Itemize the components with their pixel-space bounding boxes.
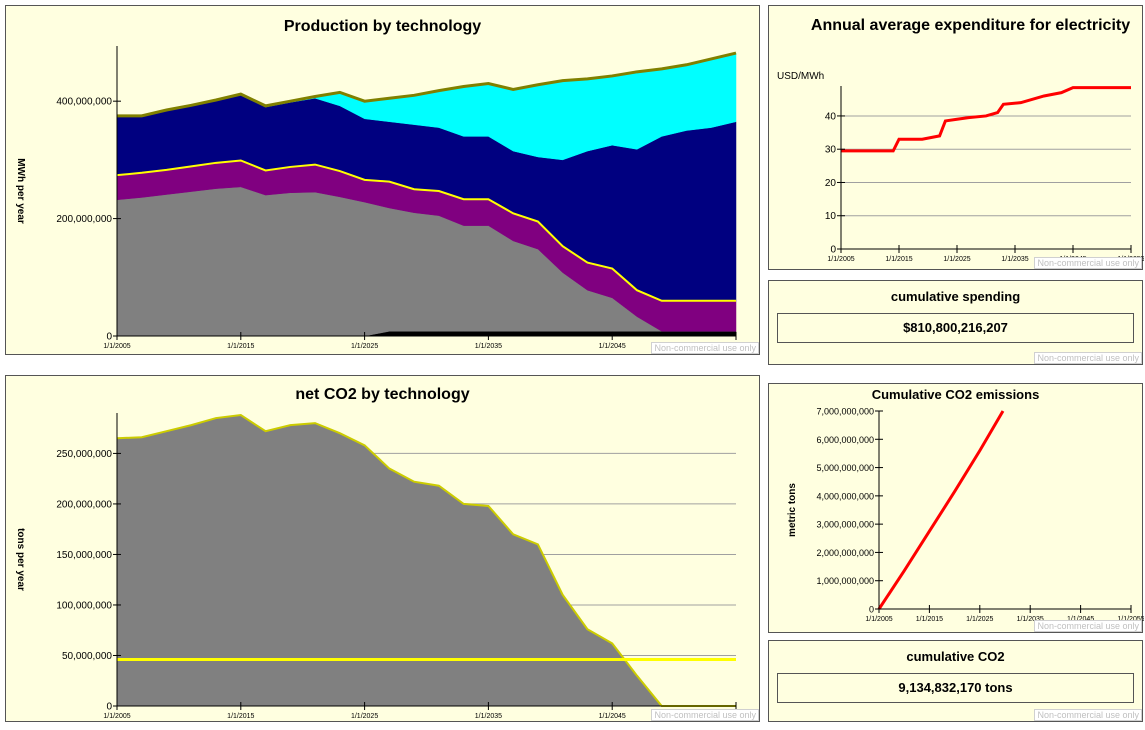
x-tick-label: 1/1/2005	[865, 616, 892, 623]
y-tick-label: 200,000,000	[56, 214, 112, 225]
value-panel: cumulative spending $810,800,216,207 Non…	[768, 280, 1143, 365]
x-tick-label: 1/1/2025	[351, 343, 378, 350]
y-tick-label: 40	[825, 111, 837, 122]
area-edge	[116, 413, 736, 707]
chart: 0 50,000,000 100,000,000 150,000,000 200,000…	[15, 413, 750, 720]
chart-panel: Cumulative CO2 emissions 0 1,000,000,000 2…	[768, 383, 1144, 633]
chart-title: Annual average expenditure for electrici…	[810, 17, 1131, 34]
y-tick-label: 150,000,000	[56, 550, 112, 561]
x-tick-label: 1/1/2015	[916, 616, 943, 623]
x-tick-label: 1/1/2015	[885, 256, 912, 263]
y-tick-label: 10	[825, 211, 837, 222]
watermark: Non-commercial use only	[1034, 709, 1142, 721]
y-tick-label: 6,000,000,000	[816, 435, 874, 445]
chart-panel: net CO2 by technology 0 50,000,000 100,000…	[5, 375, 760, 722]
panel-title: cumulative CO2	[906, 649, 1005, 664]
y-tick-label: 250,000,000	[56, 449, 112, 460]
y-tick-label: 2,000,000,000	[816, 548, 874, 558]
y-tick-label: 30	[825, 145, 837, 156]
y-tick-label: 100,000,000	[56, 600, 112, 611]
y-tick-label: 1,000,000,000	[816, 576, 874, 586]
x-tick-label: 1/1/2005	[827, 256, 854, 263]
panel-value: $810,800,216,207	[777, 313, 1134, 343]
x-tick-label: 1/1/2035	[1001, 256, 1028, 263]
y-tick-label: 0	[106, 332, 112, 343]
y-axis-label: tons per year	[15, 528, 26, 591]
y-tick-label: 20	[825, 178, 837, 189]
x-tick-label: 1/1/2015	[227, 713, 254, 720]
y-tick-label: 7,000,000,000	[816, 407, 874, 417]
y-tick-label: 400,000,000	[56, 97, 112, 108]
panel-value: 9,134,832,170 tons	[777, 673, 1134, 703]
y-axis-label: MWh per year	[15, 158, 26, 224]
watermark: Non-commercial use only	[651, 709, 759, 721]
chart: 0 200,000,000 400,000,000 1/1/2005 1/1/2015 1…	[15, 46, 750, 350]
chart: 0 10 20 30 40 1/1/2005 1/1/2015 1/1/2025 1/1/203…	[777, 71, 1144, 263]
y-tick-label: 0	[106, 702, 112, 713]
chart-panel: Annual average expenditure for electrici…	[768, 5, 1144, 270]
value-panel: cumulative CO2 9,134,832,170 tons Non-co…	[768, 640, 1143, 722]
area	[116, 414, 736, 707]
x-tick-label: 1/1/2025	[943, 256, 970, 263]
x-tick-label: 1/1/2005	[103, 713, 130, 720]
chart: 0 1,000,000,000 2,000,000,000 3,000,000,000…	[787, 407, 1144, 624]
x-tick-label: 1/1/2025	[351, 713, 378, 720]
y-tick-label: 3,000,000,000	[816, 520, 874, 530]
area-edge	[116, 159, 736, 302]
x-tick-label: 1/1/2025	[966, 616, 993, 623]
y-axis-label: metric tons	[787, 483, 798, 537]
x-tick-label: 1/1/2035	[475, 713, 502, 720]
panel-title: cumulative spending	[890, 289, 1021, 304]
y-tick-label: 5,000,000,000	[816, 463, 874, 473]
area-edge	[117, 51, 737, 118]
x-tick-label: 1/1/2005	[103, 343, 130, 350]
chart-title: Production by technology	[283, 18, 482, 35]
line	[877, 410, 1005, 610]
y-tick-label: 200,000,000	[56, 499, 112, 510]
x-tick-label: 1/1/2035	[1017, 616, 1044, 623]
y-tick-label: 0	[830, 245, 836, 256]
chart-panel: Production by technology 0 200,000,000 400…	[5, 5, 760, 355]
y-tick-label: 50,000,000	[62, 651, 112, 662]
watermark: Non-commercial use only	[1034, 257, 1142, 269]
x-tick-label: 1/1/2045	[599, 343, 626, 350]
line	[841, 86, 1131, 153]
y-axis-label: USD/MWh	[777, 71, 824, 82]
x-tick-label: 1/1/2045	[1067, 616, 1094, 623]
y-tick-label: 0	[869, 605, 874, 615]
chart-title: Cumulative CO2 emissions	[871, 387, 1040, 402]
watermark: Non-commercial use only	[1034, 352, 1142, 364]
x-tick-label: 1/1/2015	[227, 343, 254, 350]
chart-title: net CO2 by technology	[295, 386, 470, 403]
x-tick-label: 1/1/2035	[475, 343, 502, 350]
y-tick-label: 4,000,000,000	[816, 491, 874, 501]
x-tick-label: 1/1/2055	[1117, 616, 1144, 623]
x-tick-label: 1/1/2045	[599, 713, 626, 720]
watermark: Non-commercial use only	[1034, 620, 1142, 632]
watermark: Non-commercial use only	[651, 342, 759, 354]
